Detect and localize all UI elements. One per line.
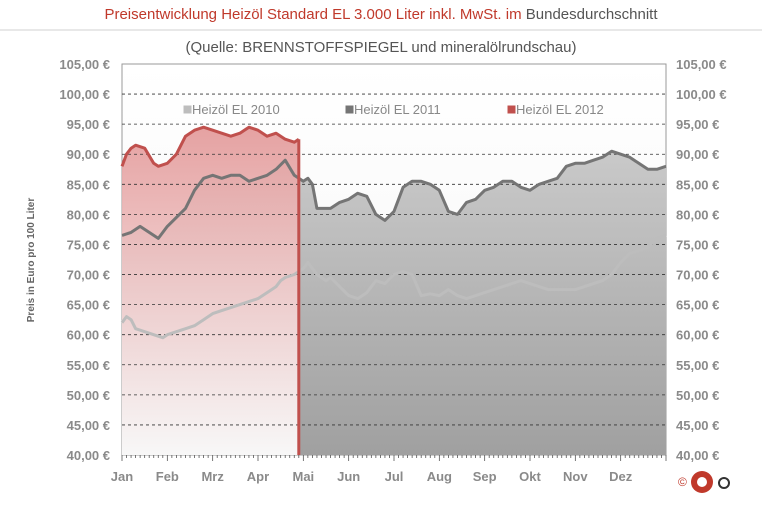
copyright-sign: © [678,475,687,489]
y-tick-label: 55,00 € [67,358,110,373]
y-tick-label: 100,00 € [59,87,110,102]
legend-label-heiz-l-el-2010: Heizöl EL 2010 [192,102,280,117]
logo-inner-circle [697,477,707,487]
legend-label-heiz-l-el-2011: Heizöl EL 2011 [354,102,441,117]
y-tick-label: 90,00 € [67,147,110,162]
y-tick-label: 45,00 € [67,418,110,433]
series-areas [122,127,666,455]
y-tick-label: 95,00 € [67,117,110,132]
y-tick-label-right: 45,00 € [676,418,719,433]
y-tick-label-right: 40,00 € [676,448,719,463]
x-tick-label: Nov [563,469,588,484]
y-tick-label: 40,00 € [67,448,110,463]
legend-swatch-heiz-l-el-2012 [506,104,517,115]
y-tick-label: 70,00 € [67,268,110,283]
y-tick-label: 80,00 € [67,207,110,222]
x-tick-label: Mrz [201,469,224,484]
line-heiz-l-el-2010 [120,233,667,340]
x-tick-label: Jul [385,469,404,484]
y-tick-label: 60,00 € [67,328,110,343]
x-tick-label: Dez [609,469,633,484]
y-tick-label: 105,00 € [59,57,110,72]
x-tick-label: Okt [519,469,541,484]
y-tick-label: 50,00 € [67,388,110,403]
cedo-logo: © [678,471,730,493]
chart-title-part-1: Preisentwicklung Heizöl Standard EL 3.00… [104,6,525,23]
y-tick-label-right: 60,00 € [676,328,719,343]
legend-swatch-heiz-l-el-2010 [182,104,193,115]
x-tick-label: Feb [156,469,179,484]
x-tick-label: Jun [337,469,360,484]
y-tick-label-right: 75,00 € [676,237,719,252]
legend: Heizöl EL 2010 Heizöl EL 2011 Heizöl EL 20… [182,102,604,117]
x-tick-labels: Jan Feb Mrz Apr Mai Jun Jul Aug Sep Okt Nov Dez [111,455,667,484]
logo-ring [718,477,730,489]
y-axis-title: Preis in Euro pro 100 Liter [26,198,37,323]
y-tick-label-right: 70,00 € [676,268,719,283]
y-tick-label-right: 50,00 € [676,388,719,403]
y-tick-labels-left: 40,00 € 45,00 € 50,00 € 55,00 € 60,00 € 65,00… [59,57,110,463]
y-tick-label: 75,00 € [67,237,110,252]
x-tick-label: Apr [247,469,269,484]
y-tick-label-right: 85,00 € [676,177,719,192]
line-heiz-l-el-2012 [120,125,300,168]
y-tick-label: 85,00 € [67,177,110,192]
chart-subtitle: (Quelle: BRENNSTOFFSPIEGEL und mineralöl… [186,39,577,56]
area-heiz-l-el-2012 [122,127,299,455]
x-tick-label: Jan [111,469,133,484]
y-tick-label: 65,00 € [67,298,110,313]
x-tick-label: Sep [473,469,497,484]
y-tick-label-right: 100,00 € [676,87,727,102]
y-tick-label-right: 55,00 € [676,358,719,373]
chart-title: Preisentwicklung Heizöl Standard EL 3.00… [104,6,658,23]
series-lines [120,125,667,455]
y-tick-label-right: 80,00 € [676,207,719,222]
line-heiz-l-el-2011 [121,149,667,240]
y-tick-labels-right: 40,00 € 45,00 € 50,00 € 55,00 € 60,00 € 65,00… [676,57,727,463]
y-tick-label-right: 90,00 € [676,147,719,162]
chart-title-part-2: Bundesdurchschnitt [526,6,659,23]
legend-label-heiz-l-el-2012: Heizöl EL 2012 [516,102,604,117]
y-tick-label-right: 65,00 € [676,298,719,313]
x-tick-label: Aug [427,469,452,484]
x-tick-label: Mai [292,469,314,484]
legend-swatch-heiz-l-el-2011 [344,104,355,115]
y-tick-label-right: 105,00 € [676,57,727,72]
y-tick-label-right: 95,00 € [676,117,719,132]
